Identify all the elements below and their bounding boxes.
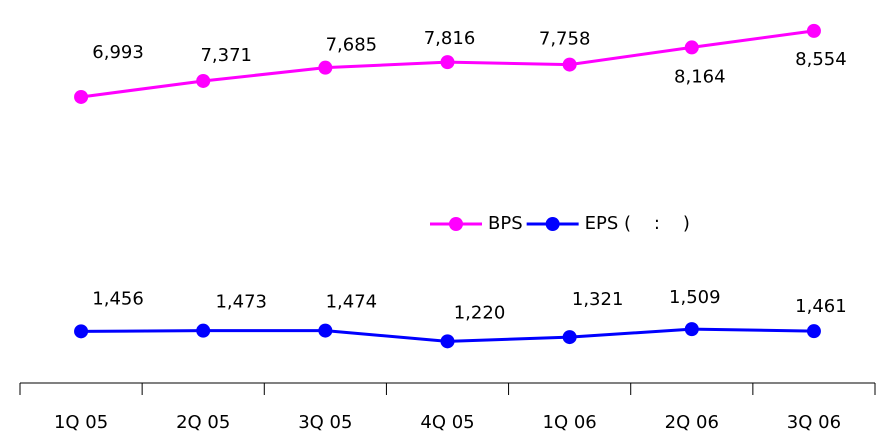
value-label: 7,371 xyxy=(200,45,252,66)
x-tick-label: 2Q 05 xyxy=(176,412,230,433)
value-label: 1,473 xyxy=(215,292,267,313)
value-label: 7,816 xyxy=(424,28,476,49)
value-label: 1,461 xyxy=(795,296,847,317)
legend-label: EPS ( : ) xyxy=(585,213,690,234)
point xyxy=(684,322,699,337)
point xyxy=(74,89,89,104)
x-tick-label: 3Q 05 xyxy=(298,412,352,433)
point xyxy=(562,330,577,345)
point xyxy=(440,334,455,349)
point xyxy=(806,324,821,339)
point xyxy=(562,57,577,72)
point xyxy=(74,324,89,339)
point xyxy=(196,73,211,88)
x-tick-label: 1Q 06 xyxy=(543,412,597,433)
point xyxy=(684,40,699,55)
x-tick-label: 4Q 05 xyxy=(420,412,474,433)
point xyxy=(318,323,333,338)
x-tick-label: 3Q 06 xyxy=(787,412,841,433)
legend-marker xyxy=(545,217,560,231)
point xyxy=(196,323,211,338)
value-label: 1,321 xyxy=(572,289,624,310)
value-label: 1,456 xyxy=(92,288,144,309)
point xyxy=(440,55,455,70)
value-label: 1,220 xyxy=(454,302,506,323)
point xyxy=(806,23,821,38)
value-label: 1,509 xyxy=(669,287,721,308)
legend-marker xyxy=(449,217,463,231)
value-label: 6,993 xyxy=(92,42,144,63)
point xyxy=(318,60,333,75)
value-label: 7,758 xyxy=(539,29,591,50)
legend-label: BPS xyxy=(488,213,523,234)
x-tick-label: 2Q 06 xyxy=(665,412,719,433)
value-label: 7,685 xyxy=(326,35,378,56)
x-tick-label: 1Q 05 xyxy=(54,412,108,433)
value-label: 8,554 xyxy=(795,49,847,70)
value-label: 1,474 xyxy=(326,292,378,313)
value-label: 8,164 xyxy=(674,66,726,87)
